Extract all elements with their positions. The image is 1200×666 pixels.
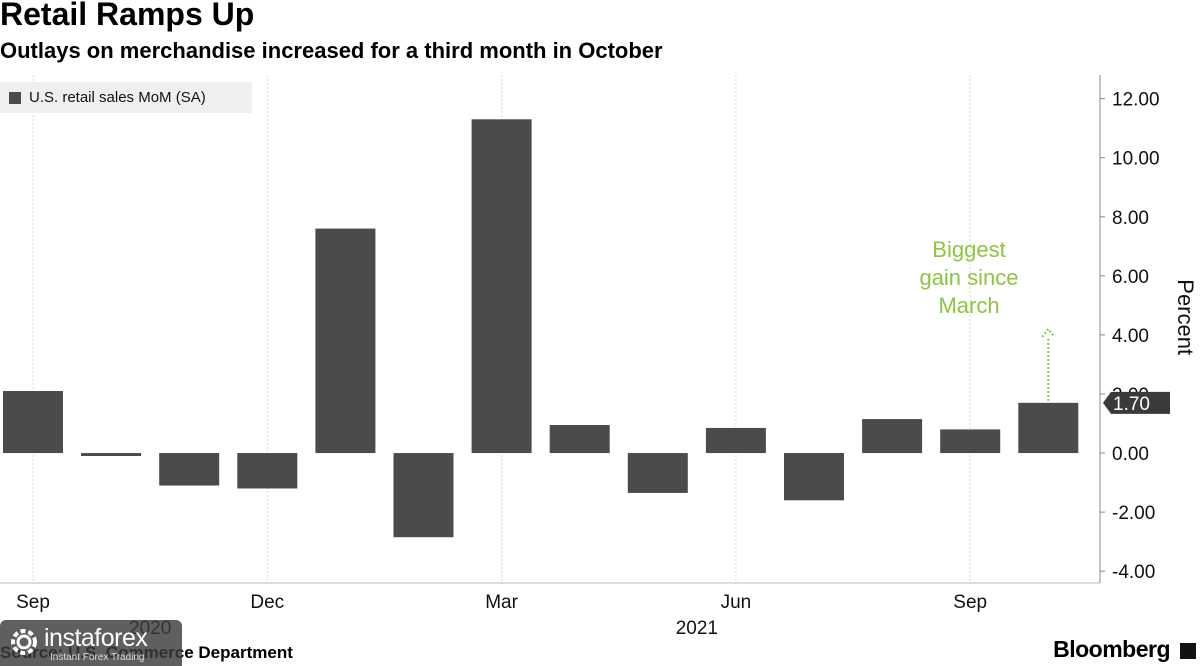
bar: [1018, 402, 1079, 454]
bar: [471, 119, 532, 454]
bar: [862, 419, 923, 454]
y-tick-label: 6.00: [1112, 267, 1149, 288]
bar: [705, 427, 766, 454]
y-tick-label: -2.00: [1112, 503, 1155, 524]
annotation-text: Biggest: [932, 237, 1005, 262]
y-tick-label: -4.00: [1112, 562, 1155, 583]
annotation-arrow-head: [1041, 327, 1056, 338]
x-tick-label: Mar: [485, 592, 518, 613]
y-tick-label: 0.00: [1112, 444, 1149, 465]
bloomberg-mark-icon: [1180, 643, 1196, 659]
bar: [784, 453, 844, 501]
legend-swatch: [9, 91, 21, 104]
x-tick-label: Sep: [16, 592, 50, 613]
bar: [81, 453, 142, 456]
y-tick-label: 12.00: [1112, 90, 1160, 111]
y-tick-label: 8.00: [1112, 208, 1149, 229]
x-tick-label: Sep: [953, 592, 987, 613]
gear-icon: [11, 629, 37, 655]
chart-subtitle: Outlays on merchandise increased for a t…: [0, 38, 663, 63]
x-tick-label: Dec: [250, 592, 284, 613]
bar: [393, 453, 454, 538]
last-value-flag: [1103, 391, 1170, 414]
legend-label: U.S. retail sales MoM (SA): [29, 89, 206, 106]
annotation-text: gain since: [919, 265, 1018, 290]
y-axis-title: Percent: [1173, 279, 1198, 355]
last-value-label: 1.70: [1113, 394, 1150, 415]
watermark-tagline: Instant Forex Trading: [50, 652, 145, 663]
instaforex-watermark: instaforex Instant Forex Trading: [0, 620, 182, 666]
chart-title: Retail Ramps Up: [0, 0, 255, 32]
y-tick-label: 4.00: [1112, 326, 1149, 347]
watermark-brand: instaforex: [44, 624, 148, 652]
bar: [940, 429, 1001, 454]
bar: [627, 453, 688, 493]
x-year-label: 2021: [676, 618, 718, 639]
bar: [159, 453, 220, 486]
bar: [237, 453, 298, 489]
bar: [315, 228, 376, 454]
y-tick-label: 10.00: [1112, 149, 1160, 170]
bloomberg-logo: Bloomberg: [1053, 636, 1170, 662]
x-tick-label: Jun: [721, 592, 752, 613]
bar: [549, 424, 610, 454]
legend: U.S. retail sales MoM (SA): [0, 82, 252, 113]
annotation-text: March: [938, 293, 999, 318]
bar: [3, 391, 63, 454]
